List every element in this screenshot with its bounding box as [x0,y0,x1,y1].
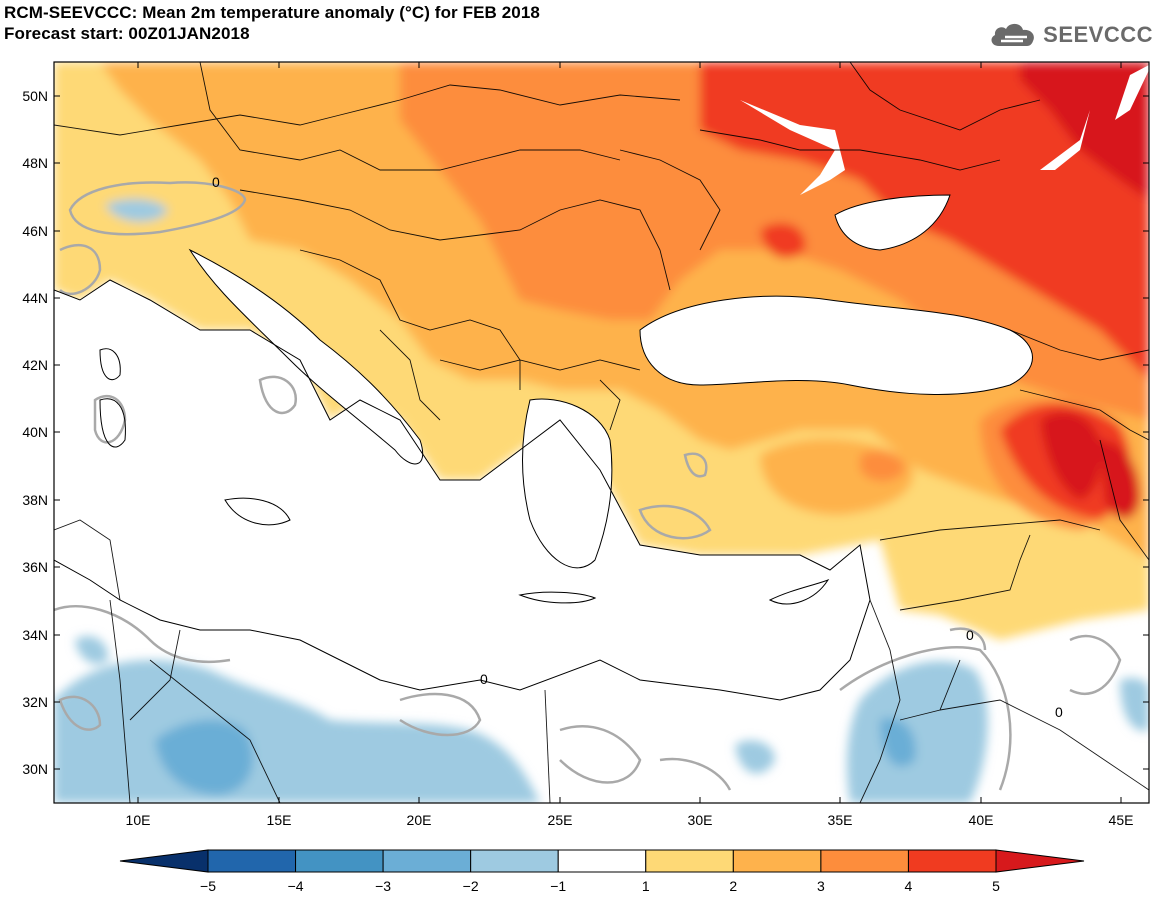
contour-label-4: 0 [212,174,220,190]
lon-label-45e: 45E [1109,812,1134,828]
lon-label-25e: 25E [548,812,573,828]
lat-label-46n: 46N [22,223,48,239]
contour-label-1: 0 [480,671,488,687]
colorbar-segment [382,849,472,873]
colorbar-segment [732,849,822,873]
colorbar-tick-label: 1 [642,878,650,894]
lat-axis [54,95,1149,770]
title-line-1: RCM-SEEVCCC: Mean 2m temperature anomaly… [4,3,540,22]
lon-label-40e: 40E [969,812,994,828]
lon-label-30e: 30E [688,812,713,828]
country-borders [54,62,1149,803]
colorbar-tick-label: 2 [729,878,737,894]
lat-label-38n: 38N [22,492,48,508]
colorbar-arrow-high [995,849,1085,873]
lat-label-50n: 50N [22,88,48,104]
colorbar-segment [557,849,647,873]
colorbar-tick-label: −4 [288,878,304,894]
map-title: RCM-SEEVCCC: Mean 2m temperature anomaly… [4,2,540,44]
colorbar: −5 −4 −3 −2 −1 1 2 3 4 5 [119,849,1085,894]
colorbar-tick-label: 5 [992,878,1000,894]
colorbar-segment [470,849,559,873]
colorbar-segment [295,849,384,873]
logo-text: SEEVCCC [1043,22,1153,47]
colorbar-segment [820,849,909,873]
lon-labels: 10E 15E 20E 25E 30E 35E 40E 45E [126,812,1134,828]
colorbar-tick-label: −1 [550,878,566,894]
lon-label-20e: 20E [407,812,432,828]
colorbar-tick-label: 4 [905,878,913,894]
lat-labels: 30N 32N 34N 36N 38N 40N 42N 44N 46N 48N … [22,88,48,777]
title-line-2: Forecast start: 00Z01JAN2018 [4,24,250,43]
map-plot-area: 0 0 0 0 [54,62,1149,803]
colorbar-tick-label: −2 [463,878,479,894]
lat-label-32n: 32N [22,694,48,710]
lat-label-34n: 34N [22,627,48,643]
colorbar-segment [907,849,997,873]
lat-label-44n: 44N [22,290,48,306]
colorbar-segment [207,849,297,873]
lat-label-42n: 42N [22,357,48,373]
seas [54,65,1149,700]
contour-label-3: 0 [966,627,974,643]
colorbar-tick-label: −5 [200,878,216,894]
seevccc-logo: SEEVCCC [987,20,1153,50]
lat-label-30n: 30N [22,761,48,777]
coastlines [54,194,1033,701]
lat-label-40n: 40N [22,424,48,440]
lon-label-10e: 10E [126,812,151,828]
lon-label-35e: 35E [828,812,853,828]
colorbar-tick-label: 3 [817,878,825,894]
lon-axis [137,62,1122,803]
colorbar-tick-label: −3 [375,878,391,894]
lon-label-15e: 15E [267,812,292,828]
lat-label-48n: 48N [22,155,48,171]
colorbar-segment [645,849,734,873]
zero-contours [54,181,1122,791]
colorbar-arrow-low [119,849,209,873]
contour-label-2: 0 [1055,704,1063,720]
lat-label-36n: 36N [22,559,48,575]
cloud-icon [991,23,1035,46]
